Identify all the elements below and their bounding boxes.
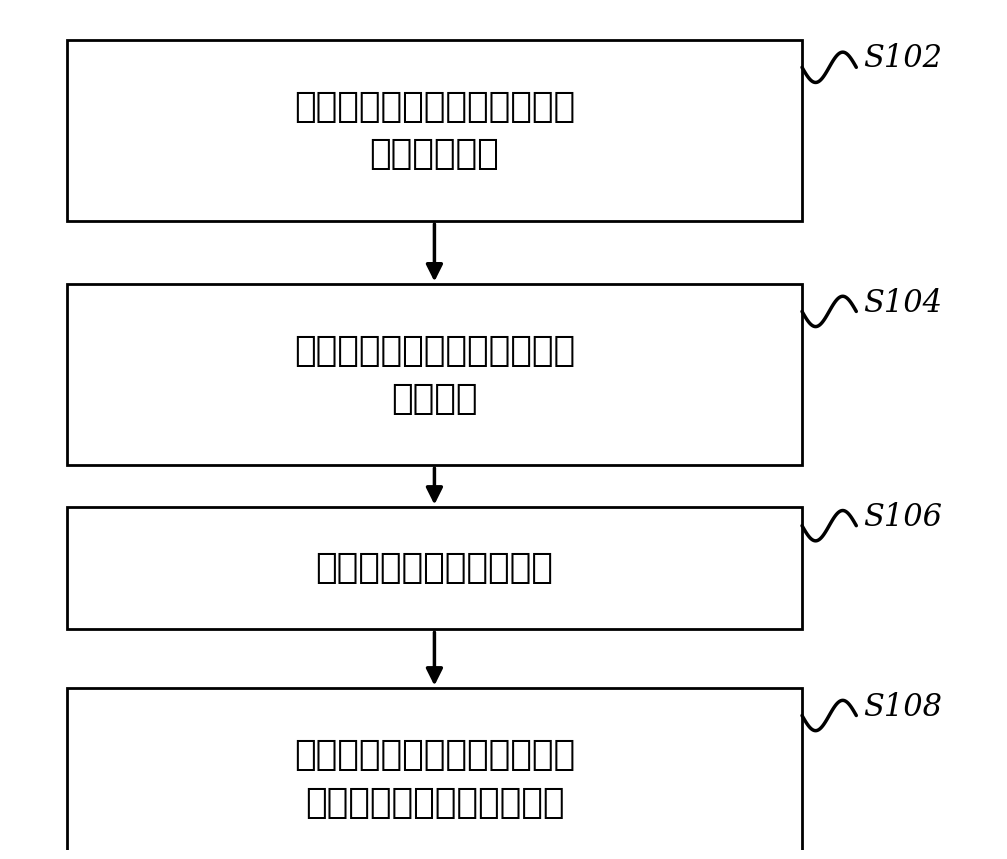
Text: 确定指定部位的里程信息: 确定指定部位的里程信息	[315, 551, 554, 585]
Text: 比较车底图像与预设图像识别
指定部位: 比较车底图像与预设图像识别 指定部位	[294, 334, 575, 416]
Text: S106: S106	[863, 502, 943, 533]
Bar	[66, 284, 802, 466]
Text: S108: S108	[863, 691, 943, 722]
Text: S104: S104	[863, 288, 943, 319]
Text: 根据指定部位的里程信息控制
巡检机器人行驶至指定部位: 根据指定部位的里程信息控制 巡检机器人行驶至指定部位	[294, 738, 575, 819]
Bar	[66, 508, 802, 630]
Bar	[66, 688, 802, 859]
Text: 获取列车整个车底的图像及对
应的里程信息: 获取列车整个车底的图像及对 应的里程信息	[294, 90, 575, 172]
Text: S102: S102	[863, 44, 943, 75]
Bar	[66, 40, 802, 221]
